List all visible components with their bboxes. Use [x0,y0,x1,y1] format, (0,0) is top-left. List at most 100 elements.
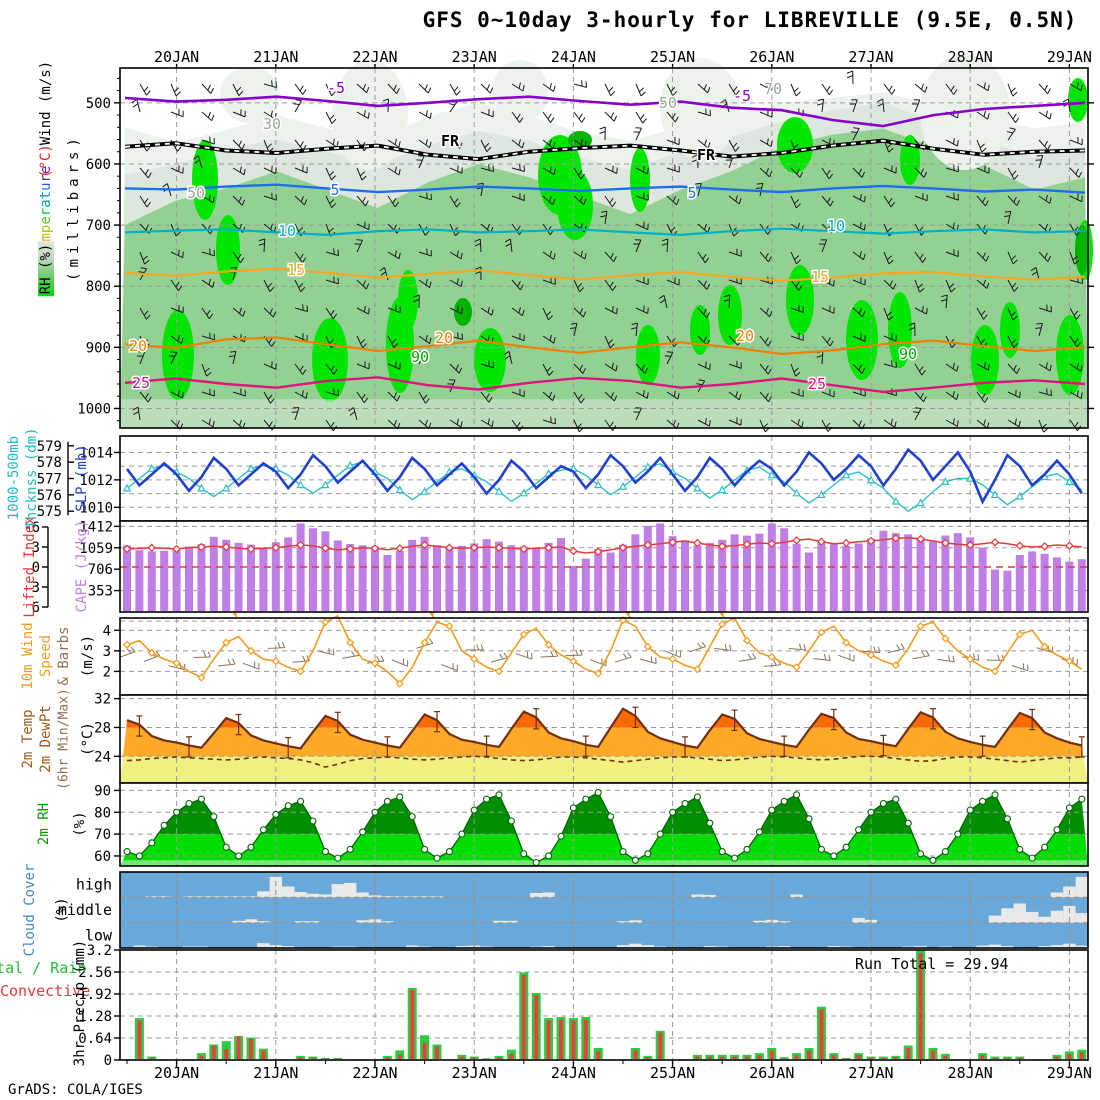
wind10m-label-1: 10m Wind [20,622,36,690]
thickness-label-2: Thcknss (dm) [24,427,40,529]
svg-text:25JAN: 25JAN [650,1064,695,1082]
svg-text:30: 30 [263,115,281,133]
temp2m-label-2: 2m DewPt [38,705,54,773]
svg-text:579: 579 [37,439,62,455]
svg-text:80: 80 [94,805,111,821]
svg-text:24: 24 [94,749,111,765]
wind10m-label-2: Speed [38,634,54,678]
svg-text:FR: FR [441,132,460,150]
svg-text:23JAN: 23JAN [452,48,497,66]
lifted-index-label: Lifted Index [22,516,38,618]
svg-text:26JAN: 26JAN [749,1064,794,1082]
svg-text:0: 0 [104,1053,112,1069]
svg-text:-6: -6 [23,520,40,536]
slp-thickness-panel [120,436,1088,521]
svg-text:10: 10 [827,217,845,235]
svg-text:1010: 1010 [79,500,113,516]
precip-convective-label: Convective [0,982,91,1000]
svg-text:20: 20 [736,327,754,345]
rh2m-panel [120,783,1088,866]
svg-text:575: 575 [37,504,62,520]
upper-wind-label: Wind (m/s) [38,60,54,146]
top-axis: 20JAN 21JAN 22JAN 23JAN 24JAN 25JAN 26JAN 27JAN… [154,48,1092,68]
precip-total-rain-label: Total / Rain [0,959,87,977]
svg-text:high: high [76,876,112,894]
cloud-unit-label: (%) [54,897,70,923]
cape-label: CAPE (J/kg) [74,519,90,613]
svg-text:27JAN: 27JAN [848,48,893,66]
svg-text:20: 20 [129,337,147,355]
svg-text:706: 706 [88,562,113,578]
upper-millibars-label: (millibars) [66,133,82,281]
cloud-grid: high middle low [58,871,1089,949]
svg-text:90: 90 [411,348,429,366]
svg-text:500: 500 [86,96,111,112]
bottom-axis: 20JAN 21JAN 22JAN 23JAN 24JAN 25JAN 26JAN 27JAN… [126,1060,1092,1082]
svg-text:20JAN: 20JAN [154,1064,199,1082]
svg-text:70: 70 [94,827,111,843]
svg-text:20: 20 [435,329,453,347]
upper-contours: -5 -5 FR FR 5 5 10 10 15 15 20 20 20 25 25 30 50 70 50 90 90 [124,78,1086,395]
svg-text:900: 900 [86,340,111,356]
svg-text:20JAN: 20JAN [154,48,199,66]
svg-text:50: 50 [659,94,677,112]
svg-text:1.28: 1.28 [78,1009,112,1025]
svg-text:800: 800 [86,279,111,295]
svg-text:-5: -5 [733,87,751,105]
svg-text:70: 70 [764,80,782,98]
svg-text:1014: 1014 [79,445,113,461]
svg-text:600: 600 [86,157,111,173]
svg-text:10: 10 [278,222,296,240]
upper-air-panel [120,54,1093,429]
svg-text:1012: 1012 [79,473,113,489]
rh2m-unit-label: (%) [72,811,88,837]
svg-text:22JAN: 22JAN [352,1064,397,1082]
svg-text:28JAN: 28JAN [948,48,993,66]
svg-text:3: 3 [103,644,111,660]
wind10m-panel [120,618,1088,695]
cloud-bars-middle [232,903,1088,923]
svg-text:28: 28 [94,720,111,736]
rh2m-line [123,789,1086,867]
wind10m-unit-label: (m/s) [80,634,96,678]
svg-text:24JAN: 24JAN [551,48,596,66]
temp2m-label-3: (6hr Min/Max) [56,688,72,790]
svg-text:577: 577 [37,472,62,488]
svg-text:-5: -5 [327,79,345,97]
svg-text:2.56: 2.56 [78,965,112,981]
temp2m-label-1: 2m Temp [20,709,36,769]
upper-rh-label: RH (%) [38,241,54,297]
precip-axis-label: 3hr Precip (mm) [72,939,88,1067]
grads-credit: GrADS: COLA/IGES [8,1082,143,1098]
svg-text:low: low [85,926,113,944]
svg-text:25: 25 [808,375,826,393]
svg-text:1412: 1412 [79,519,113,535]
upper-axis: 500 600 700 800 900 1000 [77,67,1094,429]
svg-text:6: 6 [32,600,40,616]
wind10m-label-3: & Barbs [56,626,72,686]
svg-text:27JAN: 27JAN [848,1064,893,1082]
svg-text:90: 90 [94,783,111,799]
svg-text:21JAN: 21JAN [253,1064,298,1082]
svg-text:-3: -3 [23,540,40,556]
svg-text:24JAN: 24JAN [551,1064,596,1082]
slp-label: SLP (mb) [74,444,90,512]
temp2m-minmax-bars [136,706,1085,759]
wind10m-line [122,614,1083,688]
svg-text:1059: 1059 [79,541,113,557]
thickness-label-1: 1000-500mb [6,435,22,521]
svg-text:0: 0 [32,560,40,576]
rh2m-axis: 60 70 80 90 [94,782,1089,867]
lifted-index-line [120,534,1088,618]
svg-text:5: 5 [330,181,339,199]
svg-text:353: 353 [88,584,113,600]
dewpt2m-line [126,755,1082,768]
svg-text:23JAN: 23JAN [452,1064,497,1082]
temp2m-unit-label: (°C) [80,722,96,756]
svg-text:50: 50 [187,184,205,202]
svg-text:21JAN: 21JAN [253,48,298,66]
svg-text:700: 700 [86,218,111,234]
